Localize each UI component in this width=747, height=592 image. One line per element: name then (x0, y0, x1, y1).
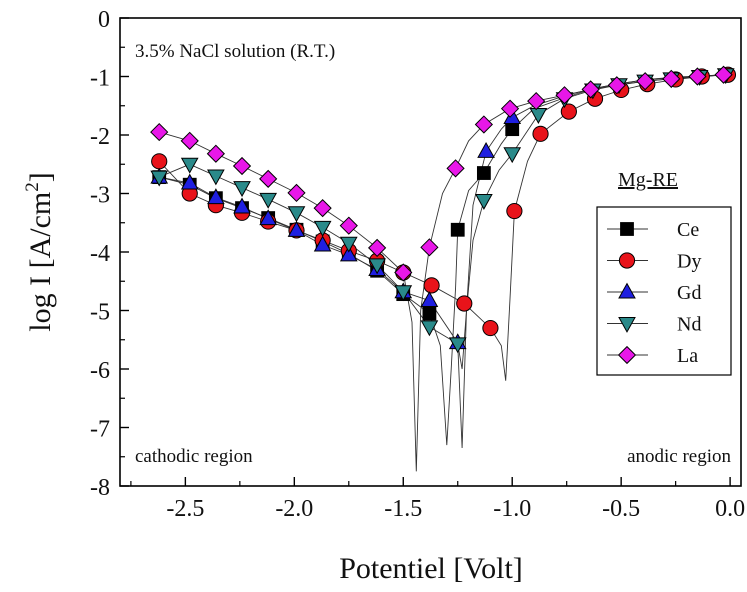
marker-la (260, 170, 277, 187)
x-tick-label: -2.0 (275, 496, 313, 522)
y-tick-label: -7 (90, 417, 110, 443)
marker-nd (530, 109, 546, 123)
marker-la (340, 217, 357, 234)
y-axis-title-sup: 2 (22, 182, 43, 192)
marker-nd (182, 158, 198, 172)
x-tick-label: -1.5 (384, 496, 422, 522)
y-tick-label: -2 (90, 124, 110, 150)
y-tick-label: -3 (90, 183, 110, 209)
marker-nd (315, 221, 331, 235)
y-axis-title: log I [A/cm2] (22, 172, 57, 331)
marker-dy (424, 278, 439, 293)
x-tick-label: 0.0 (715, 496, 745, 522)
legend-label-la: La (677, 345, 698, 367)
marker-la (234, 158, 251, 175)
marker-nd (421, 321, 437, 335)
legend-label-gd: Gd (677, 282, 701, 304)
y-tick-label: -8 (90, 475, 110, 501)
cathodic-region-label: cathodic region (135, 446, 253, 467)
marker-la (447, 160, 464, 177)
marker-nd (288, 207, 304, 221)
marker-la (528, 93, 545, 110)
marker-dy (507, 203, 522, 218)
marker-la (502, 100, 519, 117)
y-tick-label: -6 (90, 358, 110, 384)
x-axis-title: Potentiel [Volt] (339, 552, 523, 585)
marker-la (314, 200, 331, 217)
legend-marker-dy (619, 253, 634, 268)
marker-ce (477, 167, 490, 180)
x-tick-label: -2.5 (166, 496, 204, 522)
marker-la (181, 132, 198, 149)
marker-dy (483, 320, 498, 335)
marker-dy (457, 296, 472, 311)
legend-title: Mg-RE (618, 169, 678, 191)
marker-la (556, 87, 573, 104)
legend-label-dy: Dy (677, 251, 701, 273)
marker-gd (478, 143, 494, 157)
marker-dy (533, 126, 548, 141)
marker-ce (506, 123, 519, 136)
marker-nd (504, 148, 520, 162)
x-tick-label: -1.0 (493, 496, 531, 522)
marker-nd (260, 193, 276, 207)
legend-label-nd: Nd (677, 314, 701, 336)
y-tick-label: -4 (90, 241, 110, 267)
marker-la (207, 145, 224, 162)
marker-nd (234, 182, 250, 196)
y-axis-title-end: ] (24, 172, 57, 182)
legend-label-ce: Ce (677, 219, 699, 241)
x-axis: -2.5 -2.0 -1.5 -1.0 -0.5 0.0 (131, 477, 745, 522)
solution-annotation: 3.5% NaCl solution (R.T.) (135, 41, 335, 62)
marker-ce (451, 223, 464, 236)
marker-dy (152, 154, 167, 169)
marker-la (288, 185, 305, 202)
x-tick-label: -0.5 (602, 496, 640, 522)
legend-marker-ce (621, 223, 634, 236)
marker-la (151, 124, 168, 141)
y-axis-title-main: log I [A/cm (24, 192, 57, 332)
y-axis: 0 -1 -2 -3 -4 -5 -6 -7 -8 (90, 7, 129, 501)
marker-gd (421, 292, 437, 306)
marker-nd (476, 195, 492, 209)
legend-box (597, 207, 731, 375)
y-tick-label: 0 (98, 7, 110, 33)
y-tick-label: -1 (90, 66, 110, 92)
marker-ce (423, 307, 436, 320)
legend: Mg-RE Ce Dy Gd Nd La (597, 169, 731, 375)
y-tick-label: -5 (90, 300, 110, 326)
marker-nd (208, 170, 224, 184)
anodic-region-label: anodic region (627, 446, 731, 467)
marker-la (421, 239, 438, 256)
